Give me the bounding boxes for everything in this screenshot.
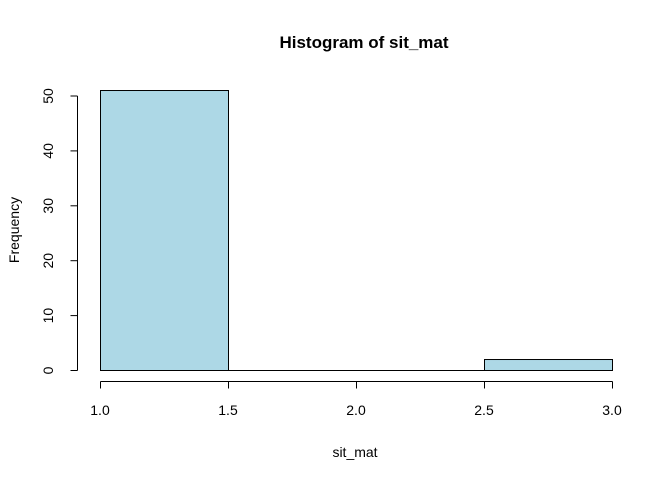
y-tick-label: 10 — [40, 308, 56, 324]
x-axis-label: sit_mat — [332, 444, 377, 460]
x-tick-label: 2.0 — [346, 402, 366, 418]
x-axis: 1.0 1.5 2.0 2.5 3.0 — [90, 381, 622, 418]
histogram-bar — [100, 90, 229, 371]
x-tick-label: 1.5 — [218, 402, 238, 418]
y-axis: 0 10 20 30 40 50 — [40, 88, 78, 374]
x-tick-label: 3.0 — [602, 402, 622, 418]
y-axis-label: Frequency — [6, 197, 22, 263]
x-tick-label: 1.0 — [90, 402, 110, 418]
y-tick-label: 50 — [40, 88, 56, 104]
histogram-bar — [484, 359, 613, 371]
y-tick-label: 30 — [40, 198, 56, 214]
y-tick-label: 0 — [40, 366, 56, 374]
y-tick-label: 20 — [40, 253, 56, 269]
x-tick-label: 2.5 — [474, 402, 494, 418]
chart-title: Histogram of sit_mat — [279, 33, 448, 52]
y-tick-label: 40 — [40, 143, 56, 159]
histogram-bars — [100, 90, 613, 371]
